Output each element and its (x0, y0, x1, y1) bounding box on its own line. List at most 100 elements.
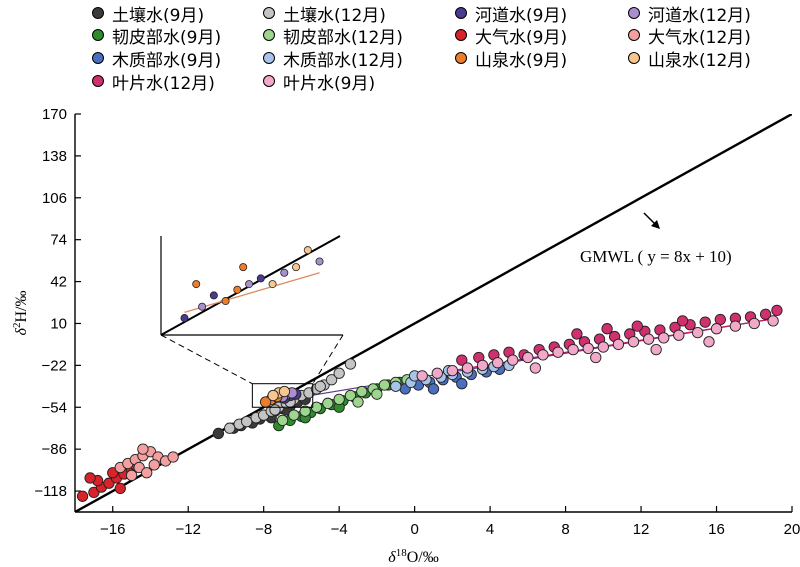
legend-item: 木质部水(12月) (263, 47, 403, 71)
legend-item: 土壤水(12月) (263, 2, 386, 26)
data-point (759, 308, 772, 320)
legend-label: 叶片水(9月) (283, 73, 376, 94)
data-point (597, 341, 609, 353)
data-point (267, 389, 279, 402)
data-point (125, 469, 138, 481)
legend-marker (92, 7, 104, 19)
data-point (325, 374, 338, 386)
y-tick-label: 106 (42, 190, 67, 207)
legend-marker (628, 29, 640, 41)
data-point (767, 315, 779, 327)
data-point (631, 320, 643, 332)
data-point (612, 338, 625, 351)
data-point (278, 385, 291, 398)
legend-marker (455, 7, 467, 19)
data-point (344, 358, 357, 370)
data-point (748, 317, 760, 330)
inset-data-point (292, 263, 301, 272)
legend-item: 河道水(9月) (455, 2, 568, 26)
data-point (522, 351, 534, 364)
inset-data-point (268, 280, 277, 289)
legend-item: 大气水(12月) (628, 24, 751, 48)
x-tick-label: 12 (633, 521, 650, 538)
y-tick-label: 138 (42, 148, 67, 165)
legend-label: 山泉水(12月) (648, 50, 751, 71)
inset-data-point (233, 285, 242, 294)
data-point (476, 359, 489, 372)
legend-item: 叶片水(9月) (263, 70, 376, 94)
legend-label: 土壤水(9月) (112, 5, 205, 26)
x-tick-label: 4 (486, 521, 494, 538)
legend-label: 土壤水(12月) (283, 5, 386, 26)
data-point (378, 379, 391, 391)
legend-marker (263, 29, 275, 41)
data-point (673, 329, 685, 341)
data-point (699, 316, 711, 328)
inset-data-point (303, 246, 312, 255)
data-point (314, 380, 326, 392)
legend-item: 土壤水(9月) (92, 2, 205, 26)
data-point (658, 332, 670, 344)
y-tick-label: 42 (50, 274, 67, 291)
zoom-box (251, 383, 314, 408)
legend-marker (92, 29, 104, 41)
data-point (571, 328, 583, 340)
legend-marker (263, 52, 275, 64)
data-point (456, 354, 468, 366)
data-point (446, 364, 459, 377)
data-point (84, 472, 96, 484)
data-point (710, 323, 723, 335)
y-tick-label: −86 (42, 441, 67, 458)
legend-item: 韧皮部水(12月) (263, 24, 403, 48)
data-point (590, 351, 602, 364)
data-point (650, 344, 662, 356)
x-tick-label: −4 (331, 521, 348, 538)
data-point (344, 389, 357, 402)
data-point (212, 427, 225, 440)
x-tick-label: 0 (410, 521, 418, 538)
x-tick-label: −8 (255, 521, 272, 538)
y-axis-label: δ2H/‰ (11, 291, 30, 336)
data-point (288, 409, 300, 421)
legend-label: 木质部水(9月) (112, 50, 222, 71)
plot-area (75, 114, 792, 512)
legend-label: 木质部水(12月) (283, 50, 403, 71)
legend-marker (455, 52, 467, 64)
data-point (507, 354, 519, 366)
data-point (703, 336, 715, 348)
legend-label: 叶片水(12月) (112, 73, 215, 94)
y-tick-label: −54 (42, 399, 67, 416)
y-tick-label: −22 (42, 357, 67, 374)
data-point (431, 367, 443, 379)
legend-label: 河道水(9月) (475, 5, 568, 26)
data-point (114, 482, 126, 495)
legend-marker (92, 75, 104, 87)
legend-item: 山泉水(9月) (455, 47, 567, 71)
data-point (276, 414, 289, 427)
legend-item: 木质部水(9月) (92, 47, 222, 71)
data-point (692, 326, 704, 339)
legend-item: 大气水(9月) (455, 24, 567, 48)
data-point (76, 490, 89, 502)
legend-marker (92, 52, 104, 64)
data-point (356, 385, 368, 398)
legend-item: 河道水(12月) (628, 2, 751, 26)
y-tick-label: 10 (50, 315, 67, 332)
data-point (582, 342, 594, 354)
data-point (416, 370, 428, 382)
inset-data-point (192, 280, 201, 289)
data-point (224, 422, 236, 434)
x-tick-label: −16 (100, 521, 125, 538)
data-point (627, 336, 640, 348)
data-point (148, 459, 160, 471)
data-point (552, 346, 564, 358)
x-tick-label: 16 (708, 521, 725, 538)
legend-item: 韧皮部水(9月) (92, 24, 221, 48)
legend-marker (263, 75, 275, 87)
data-point (141, 467, 153, 479)
inset-data-point (245, 280, 254, 289)
data-point (167, 451, 179, 463)
data-point (333, 393, 345, 406)
inset-data-point (221, 297, 230, 306)
